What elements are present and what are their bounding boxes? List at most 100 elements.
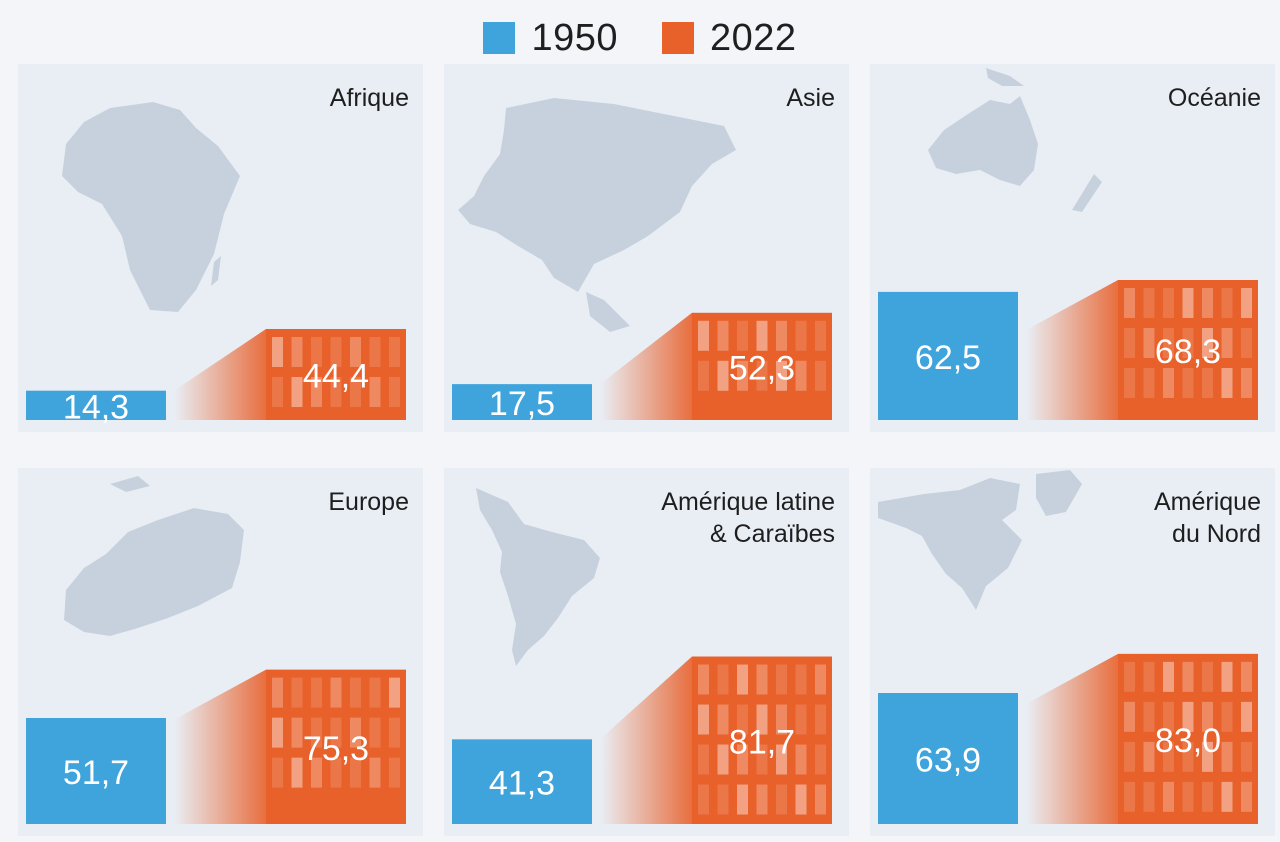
value-label-2022: 52,3 <box>729 349 795 387</box>
oceania-map-icon <box>928 68 1102 212</box>
bar-1950 <box>878 291 1018 420</box>
window-mark <box>756 320 768 351</box>
window-mark <box>369 677 381 708</box>
window-mark <box>1182 701 1194 732</box>
panel-asie: Asie 17,5 52,3 <box>444 64 849 432</box>
connector-shape <box>174 669 266 824</box>
window-mark <box>776 360 787 391</box>
bar-1950 <box>452 739 592 824</box>
window-mark <box>1221 741 1233 772</box>
bar-1950 <box>452 384 592 420</box>
window-mark <box>1124 287 1135 318</box>
value-label-1950: 63,9 <box>915 742 981 780</box>
window-mark <box>737 784 748 815</box>
europe-map-icon <box>64 476 244 636</box>
window-mark <box>717 744 729 775</box>
window-mark <box>776 320 787 351</box>
bar-group: 41,3 81,7 <box>452 656 832 824</box>
value-label-2022: 83,0 <box>1155 722 1221 760</box>
value-label-1950: 41,3 <box>489 765 555 803</box>
window-mark <box>795 744 807 775</box>
window-mark <box>350 757 361 788</box>
window-mark <box>1241 327 1252 358</box>
window-mark <box>795 360 807 391</box>
window-mark <box>1202 661 1213 692</box>
latin-america-map-icon <box>476 488 600 666</box>
window-mark <box>1221 287 1233 318</box>
bar-1950 <box>878 693 1018 824</box>
value-label-2022: 68,3 <box>1155 333 1221 371</box>
legend-item-1950: 1950 <box>483 17 618 60</box>
window-mark <box>717 784 729 815</box>
window-mark <box>389 757 400 788</box>
bar-2022 <box>1118 653 1258 824</box>
panel-title: Asie <box>786 84 835 112</box>
window-mark <box>311 757 322 788</box>
window-mark <box>717 664 729 695</box>
legend-swatch-2022 <box>662 22 694 54</box>
connector-shape <box>1026 279 1118 420</box>
window-mark <box>330 336 342 367</box>
window-mark <box>272 717 283 748</box>
window-mark <box>756 784 768 815</box>
window-mark <box>698 320 709 351</box>
window-mark <box>737 320 748 351</box>
window-mark <box>815 320 826 351</box>
window-mark <box>389 717 400 748</box>
panel-title: Océanie <box>1167 84 1261 112</box>
window-mark <box>1202 327 1213 358</box>
window-mark <box>698 360 709 391</box>
value-label-1950: 17,5 <box>489 385 555 423</box>
bar-group: 62,5 68,3 <box>878 279 1258 420</box>
bar-group: 63,9 83,0 <box>878 653 1258 824</box>
window-mark <box>1202 781 1213 812</box>
window-mark <box>1182 327 1194 358</box>
window-mark <box>291 336 303 367</box>
window-mark <box>1202 701 1213 732</box>
window-mark <box>311 336 322 367</box>
window-mark <box>291 717 303 748</box>
bar-group: 51,7 75,3 <box>26 669 406 824</box>
bar-2022 <box>692 312 832 420</box>
window-mark <box>350 677 361 708</box>
window-mark <box>1143 701 1155 732</box>
value-label-2022: 81,7 <box>729 723 795 761</box>
window-mark <box>330 717 342 748</box>
window-mark <box>1163 781 1174 812</box>
value-label-2022: 75,3 <box>303 730 369 768</box>
window-mark <box>698 664 709 695</box>
panel-title: Amérique latine & Caraïbes <box>661 488 835 548</box>
window-mark <box>350 336 361 367</box>
value-label-1950: 51,7 <box>63 754 129 792</box>
window-mark <box>776 744 787 775</box>
window-mark <box>272 677 283 708</box>
window-mark <box>330 757 342 788</box>
window-mark <box>291 757 303 788</box>
value-label-1950: 62,5 <box>915 339 981 377</box>
window-mark <box>1143 287 1155 318</box>
panel-title: Amérique du Nord <box>1154 488 1261 548</box>
window-mark <box>369 757 381 788</box>
window-mark <box>1143 367 1155 398</box>
window-mark <box>1163 741 1174 772</box>
window-mark <box>1241 741 1252 772</box>
value-label-1950: 14,3 <box>63 388 129 426</box>
window-mark <box>291 677 303 708</box>
window-mark <box>756 360 768 391</box>
window-mark <box>815 744 826 775</box>
panel-oceanie: Océanie 62,5 68,3 <box>870 64 1275 432</box>
window-mark <box>1143 781 1155 812</box>
window-mark <box>1202 367 1213 398</box>
window-mark <box>272 336 283 367</box>
window-mark <box>1163 367 1174 398</box>
window-mark <box>737 744 748 775</box>
window-mark <box>1221 327 1233 358</box>
window-mark <box>756 664 768 695</box>
window-mark <box>737 360 748 391</box>
window-mark <box>717 320 729 351</box>
window-mark <box>1221 367 1233 398</box>
window-mark <box>698 784 709 815</box>
window-mark <box>815 784 826 815</box>
window-mark <box>815 664 826 695</box>
window-mark <box>291 376 303 407</box>
